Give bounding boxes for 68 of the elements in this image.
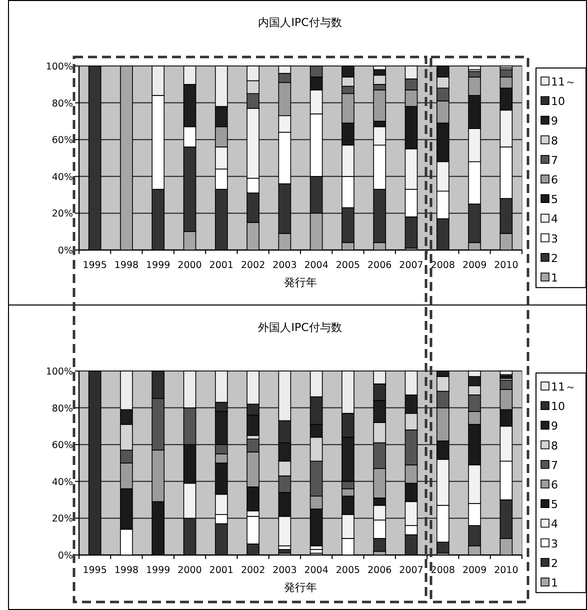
- y-tick-label: 0%: [58, 550, 73, 562]
- x-tick-label: 1995: [82, 260, 107, 271]
- x-tick-label: 2010: [494, 565, 518, 576]
- y-tick-label: 80%: [52, 98, 73, 110]
- legend-label: 2: [551, 556, 558, 570]
- x-tick-label: 1998: [114, 260, 139, 271]
- x-tick-label: 2001: [209, 260, 234, 271]
- x-tick-label: 2008: [430, 260, 455, 271]
- y-tick-label: 60%: [52, 135, 73, 146]
- legend-label: 6: [551, 174, 558, 186]
- x-tick-label: 2003: [272, 565, 297, 576]
- legend-label: 9: [551, 114, 558, 128]
- x-tick-label: 1999: [146, 260, 170, 271]
- bar: [468, 66, 481, 70]
- x-tick-label: 2004: [304, 260, 328, 271]
- legend-label: 7: [551, 154, 558, 167]
- y-tick-label: 80%: [52, 403, 73, 414]
- x-axis-title: 発行年: [284, 581, 317, 594]
- chart-title: 内国人IPC付与数: [258, 16, 342, 29]
- y-tick-label: 100%: [46, 366, 73, 378]
- x-tick-label: 2009: [462, 260, 487, 271]
- x-tick-label: 2000: [178, 260, 202, 271]
- legend-label: 3: [551, 537, 558, 550]
- legend-label: 7: [551, 458, 558, 472]
- y-tick-label: 40%: [52, 476, 73, 488]
- legend-label: 1: [551, 272, 558, 284]
- y-tick-label: 20%: [52, 514, 73, 525]
- x-tick-label: 2004: [304, 565, 328, 576]
- chart-title: 外国人IPC付与数: [258, 321, 342, 334]
- legend-label: 2: [551, 252, 558, 265]
- legend-label: 8: [551, 134, 558, 148]
- x-tick-label: 2001: [209, 565, 234, 576]
- bar: [500, 370, 513, 376]
- x-tick-label: 2007: [399, 565, 424, 576]
- legend-label: 5: [551, 193, 558, 206]
- legend-label: 4: [551, 518, 558, 531]
- y-tick-label: 20%: [52, 208, 73, 220]
- x-tick-label: 2002: [240, 565, 266, 576]
- x-tick-label: 2005: [336, 565, 360, 576]
- x-tick-label: 2005: [336, 260, 360, 271]
- legend-label: 4: [551, 212, 558, 226]
- legend-label: 6: [551, 478, 558, 492]
- x-tick-label: 2000: [178, 565, 202, 576]
- x-tick-label: 2006: [368, 565, 392, 576]
- x-tick-label: 2003: [272, 260, 297, 271]
- x-tick-label: 2007: [399, 260, 424, 271]
- legend-label: 11～: [551, 76, 576, 88]
- y-tick-label: 40%: [52, 172, 73, 183]
- legend-label: 10: [551, 95, 565, 108]
- x-tick-label: 2006: [368, 260, 392, 271]
- legend-label: 10: [551, 400, 565, 414]
- legend-label: 1: [551, 576, 558, 590]
- y-tick-label: 100%: [46, 62, 73, 72]
- legend-label: 11～: [551, 380, 576, 394]
- x-tick-label: 1999: [146, 565, 170, 576]
- x-tick-label: 2008: [430, 565, 455, 576]
- y-tick-label: 0%: [58, 246, 73, 256]
- y-tick-label: 60%: [52, 440, 73, 452]
- legend-label: 9: [551, 420, 558, 433]
- x-tick-label: 2009: [462, 565, 487, 576]
- x-axis-title: 発行年: [284, 276, 317, 289]
- x-tick-label: 1998: [114, 565, 139, 576]
- legend-label: 5: [551, 498, 558, 512]
- legend-label: 8: [551, 439, 558, 452]
- x-tick-label: 1995: [82, 565, 107, 576]
- x-tick-label: 2010: [494, 260, 518, 271]
- x-tick-label: 2002: [240, 260, 266, 271]
- legend-label: 3: [551, 232, 558, 246]
